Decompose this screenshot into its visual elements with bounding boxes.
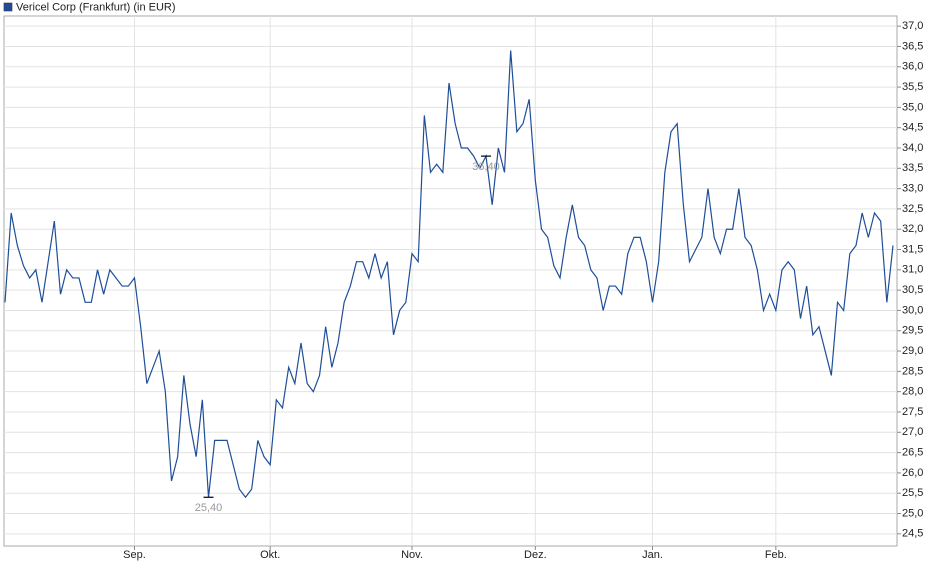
y-tick-label: 37,0 <box>902 20 923 32</box>
y-tick-label: 25,5 <box>902 487 923 499</box>
x-tick-label: Nov. <box>401 549 423 561</box>
y-tick-label: 33,5 <box>902 162 923 174</box>
legend-label: Vericel Corp (Frankfurt) (in EUR) <box>16 1 176 13</box>
y-tick-label: 32,0 <box>902 223 923 235</box>
y-tick-label: 34,5 <box>902 122 923 134</box>
x-tick-label: Okt. <box>260 549 280 561</box>
y-tick-label: 35,0 <box>902 101 923 113</box>
y-tick-label: 28,5 <box>902 365 923 377</box>
y-tick-label: 35,5 <box>902 81 923 93</box>
y-tick-label: 24,5 <box>902 528 923 540</box>
y-tick-label: 36,5 <box>902 40 923 52</box>
y-tick-label: 30,0 <box>902 304 923 316</box>
value-label: 36,40 <box>472 161 500 173</box>
y-tick-label: 29,0 <box>902 345 923 357</box>
y-tick-label: 28,0 <box>902 386 923 398</box>
legend-swatch <box>3 2 13 12</box>
y-tick-label: 32,5 <box>902 203 923 215</box>
y-tick-label: 31,5 <box>902 243 923 255</box>
x-tick-label: Feb. <box>765 549 787 561</box>
y-tick-label: 31,0 <box>902 264 923 276</box>
y-tick-label: 26,0 <box>902 467 923 479</box>
x-tick-label: Dez. <box>524 549 547 561</box>
y-tick-label: 27,5 <box>902 406 923 418</box>
y-tick-label: 27,0 <box>902 426 923 438</box>
y-tick-label: 36,0 <box>902 61 923 73</box>
x-tick-label: Sep. <box>123 549 146 561</box>
x-tick-label: Jan. <box>642 549 663 561</box>
y-tick-label: 26,5 <box>902 446 923 458</box>
y-tick-label: 34,0 <box>902 142 923 154</box>
y-tick-label: 25,0 <box>902 507 923 519</box>
y-tick-label: 29,5 <box>902 325 923 337</box>
plot-area <box>3 15 898 547</box>
y-tick-label: 33,0 <box>902 183 923 195</box>
value-label: 25,40 <box>195 502 223 514</box>
price-line <box>4 50 894 499</box>
y-tick-label: 30,5 <box>902 284 923 296</box>
